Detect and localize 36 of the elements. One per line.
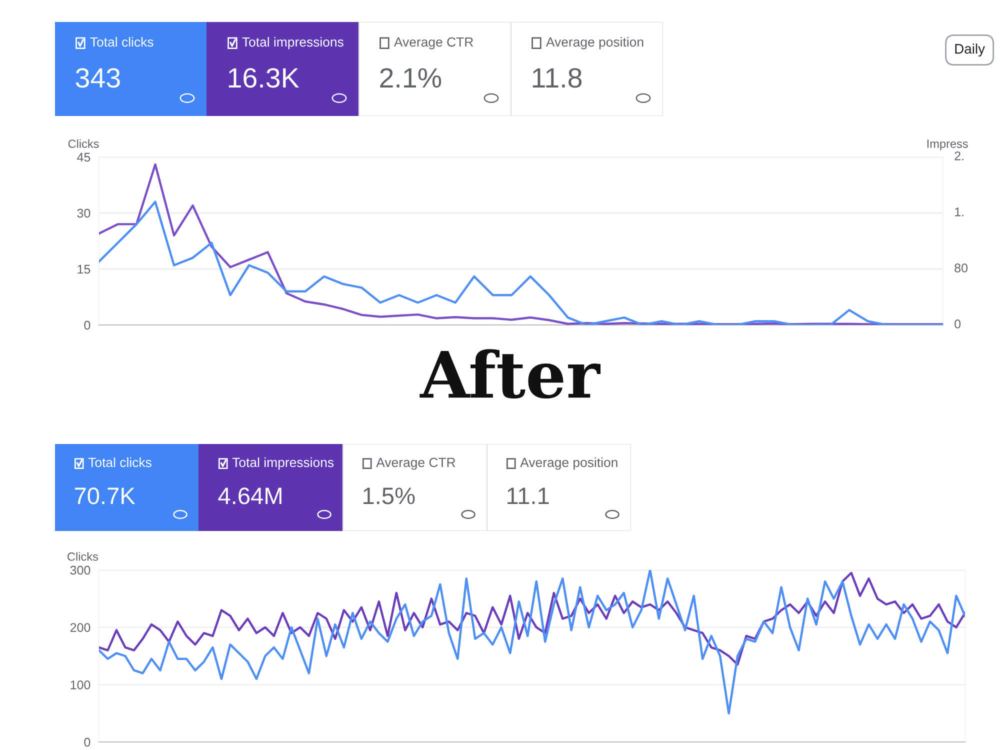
y-tick-label: 100	[70, 680, 90, 690]
y-tick-label: 0	[84, 320, 90, 330]
y-axis-title: Clicks	[68, 139, 99, 148]
category-label: Total impressions	[232, 457, 334, 470]
line-series	[99, 572, 965, 666]
text: After	[420, 349, 601, 399]
y-tick-label: 0	[84, 738, 90, 747]
text: 2.1%	[380, 68, 442, 88]
y-axis-title: Clicks	[68, 552, 98, 561]
text: 11.1	[508, 488, 549, 504]
y-tick-label: 30	[77, 208, 90, 218]
y-tick-label: 300	[70, 566, 90, 575]
line-series	[99, 163, 943, 325]
y-tick-label: 15	[78, 264, 90, 274]
category-label: Average CTR	[376, 458, 456, 470]
text: 1.	[955, 208, 964, 216]
text: 2.	[954, 152, 964, 160]
category-label: Total clicks	[90, 37, 154, 47]
category-label: Total impressions	[242, 37, 344, 50]
text: 80	[954, 264, 968, 272]
line-series	[99, 200, 943, 325]
y-tick-label: 200	[70, 623, 90, 632]
text: 4.64M	[218, 488, 282, 504]
category-label: Total clicks	[88, 457, 152, 468]
text: 343	[76, 68, 120, 88]
text: 16.3K	[228, 68, 300, 88]
text: 1.5%	[364, 488, 415, 504]
text: 11.8	[532, 68, 582, 88]
text: 0	[954, 320, 961, 328]
text: Impress	[927, 140, 968, 150]
category-label: Average position	[546, 37, 644, 50]
text: Daily	[955, 44, 985, 56]
text: 70.7K	[74, 488, 136, 504]
category-label: Average CTR	[394, 37, 474, 50]
y-tick-label: 45	[77, 152, 90, 162]
category-label: Average position	[520, 457, 618, 470]
